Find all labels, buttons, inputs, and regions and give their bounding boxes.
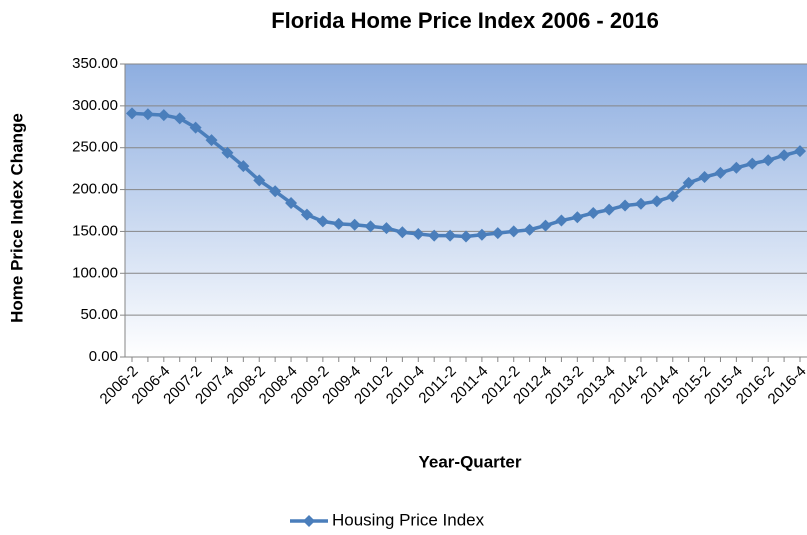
data-point [794,145,806,158]
data-point [682,176,695,189]
y-tick-label: 200.00 [72,181,118,198]
data-point [380,222,393,235]
y-tick-label: 350.00 [72,55,118,72]
data-point [126,107,138,120]
data-point [285,196,298,209]
data-point [666,190,679,203]
data-point [412,227,425,240]
y-tick-label: 300.00 [72,97,118,114]
data-point [619,199,632,212]
data-point [348,218,361,231]
y-tick-label: 150.00 [72,222,118,239]
data-point [364,220,377,233]
data-point [587,207,600,220]
data-point [778,149,791,162]
data-point [157,109,170,122]
y-axis-title: Home Price Index Change [7,113,26,323]
data-point [237,160,250,173]
data-point [555,214,568,227]
data-point [269,185,282,198]
data-point [698,171,711,184]
data-point [523,223,536,236]
data-point [428,229,441,242]
data-point [205,134,218,147]
data-point [221,146,234,159]
data-point [396,226,409,239]
data-point [491,227,504,240]
data-point [571,211,584,224]
y-tick-label: 100.00 [72,264,118,281]
y-tick-label: 50.00 [80,306,118,323]
plot-area [125,64,807,357]
data-point [650,195,663,208]
data-point [316,215,329,228]
data-point [714,166,727,179]
data-point [475,228,488,241]
y-tick-label: 250.00 [72,139,118,156]
data-point [332,217,345,230]
y-tick-label: 0.00 [89,348,118,365]
data-point [444,229,457,242]
data-point [634,197,647,210]
x-axis-title: Year-Quarter [419,452,522,471]
data-point [173,112,186,125]
legend-label: Housing Price Index [332,510,485,529]
data-point [189,121,202,134]
data-point [762,154,775,167]
data-point [746,157,759,170]
legend-marker [303,515,315,527]
data-point [300,208,313,221]
data-point [539,219,552,232]
data-point [460,230,472,243]
data-point [730,161,743,174]
data-point [603,203,616,216]
data-point [507,225,520,238]
chart-title: Florida Home Price Index 2006 - 2016 [271,8,659,33]
data-point [141,108,154,121]
data-point [253,174,266,187]
